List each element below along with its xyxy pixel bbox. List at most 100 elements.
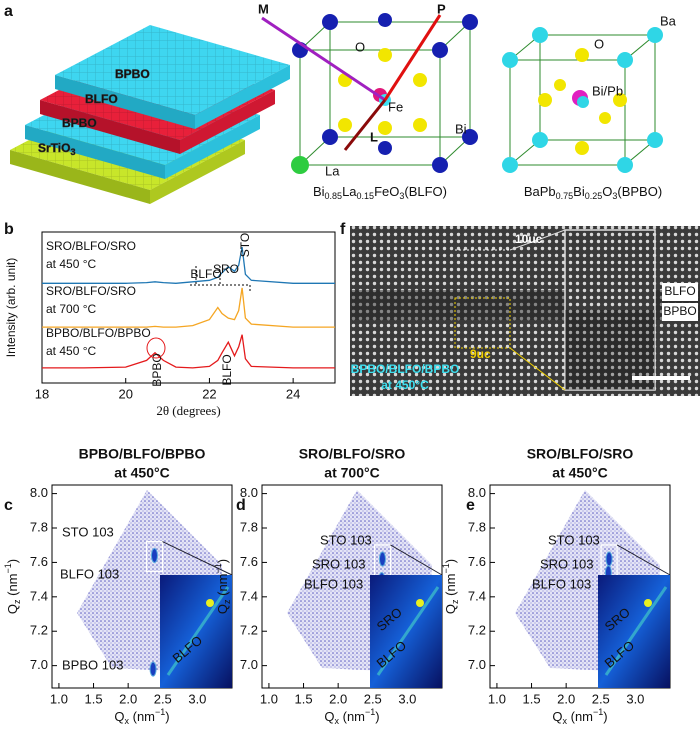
inset-streak <box>376 586 440 676</box>
atom-label: O <box>355 39 365 54</box>
series-condition: at 450 °C <box>46 257 96 271</box>
x-tick-label: 3.0 <box>188 691 206 706</box>
peak-label: STO 103 <box>62 524 114 539</box>
zoom-line <box>162 541 233 576</box>
axis-label-part: (nm <box>215 573 230 599</box>
bpbo-formula: BaPb0.75Bi0.25O3(BPBO) <box>524 184 662 201</box>
y-tick-label: 7.4 <box>30 588 48 603</box>
atom-label: La <box>325 163 340 178</box>
blfo-atoms <box>261 13 478 174</box>
layer-label: BLFO <box>85 92 118 106</box>
axis-label-part: z <box>222 599 232 604</box>
y-tick-label: 7.6 <box>30 554 48 569</box>
y-tick-label: 7.0 <box>468 657 486 672</box>
axis-label-part: −1 <box>441 563 451 573</box>
y-tick-label: 7.2 <box>468 623 486 638</box>
axis-label-part: −1 <box>365 707 375 717</box>
axis-label-part: ) <box>603 709 607 724</box>
layer-bpbo <box>55 25 290 129</box>
axis-label: Qz (nm−1) <box>3 559 22 614</box>
x-tick-label: 2.0 <box>329 691 347 706</box>
layer-label: BPBO <box>115 67 150 81</box>
axis-label-part: Q <box>324 709 334 724</box>
peak-label: SRO 103 <box>540 556 593 571</box>
axis-label-part: −1 <box>593 707 603 717</box>
peak-label: BLFO 103 <box>60 566 119 581</box>
x-tick-label: 1.5 <box>294 691 312 706</box>
formula-part: FeO <box>374 184 399 199</box>
tem-label: 9uc <box>470 347 491 361</box>
axis-label-part: Q <box>114 709 124 724</box>
axis-label-part: z <box>12 599 22 604</box>
axis-label-part: ) <box>5 559 20 563</box>
layer-labels: BPBO BLFO BPBO SrTiO3 <box>38 67 150 158</box>
x-axis-label: 2θ (degrees) <box>156 403 220 418</box>
series-condition: at 700 °C <box>46 302 96 316</box>
y-tick-label: 7.2 <box>240 623 258 638</box>
y-axis-label: Intensity (arb. unit) <box>4 258 18 357</box>
tem-sample: at 450°C <box>381 378 429 392</box>
inset-peak <box>416 599 424 607</box>
axis-label-part: −1 <box>155 707 165 717</box>
zoom-line <box>616 544 671 576</box>
inset-peak <box>644 599 652 607</box>
formula-sub: 0.75 <box>556 191 574 201</box>
layer-stack <box>10 25 290 204</box>
series-name: BPBO/BLFO/BPBO <box>46 326 151 340</box>
axis-label: Qz (nm−1) <box>213 559 232 614</box>
x-tick-label: 1.5 <box>522 691 540 706</box>
layer-label: SrTiO3 <box>38 141 75 157</box>
axis-label-part: x <box>563 716 568 726</box>
axis-label-part: −1 <box>213 563 223 573</box>
atom-label: Ba <box>660 13 677 28</box>
peak-label: STO 103 <box>548 532 600 547</box>
y-tick-label: 7.8 <box>468 519 486 534</box>
panel-title: SRO/BLFO/SRO <box>299 446 406 462</box>
axis-label-part: ) <box>443 559 458 563</box>
panel-label: d <box>236 497 246 514</box>
panel-title: at 700°C <box>324 465 379 481</box>
formula-part: (BLFO) <box>404 184 447 199</box>
y-tick-label: 7.4 <box>468 588 486 603</box>
axis-label: Qz (nm−1) <box>441 559 460 614</box>
axis-label: Qx (nm−1) <box>324 707 379 726</box>
inset-streak <box>604 586 668 676</box>
formula-part: (BPBO) <box>617 184 662 199</box>
tem-sample: BPBO/BLFO/BPBO <box>351 362 460 376</box>
formula-sub: 3 <box>399 191 404 201</box>
formula-part: Bi <box>573 184 585 199</box>
x-tick-label: 2.0 <box>119 691 137 706</box>
tem-image <box>350 226 700 396</box>
layer-label: BPBO <box>62 116 97 130</box>
axis-label-part: x <box>125 716 130 726</box>
x-tick-label: 2.5 <box>364 691 382 706</box>
panel-label: c <box>4 497 13 514</box>
xrd-curve <box>42 334 335 369</box>
axis-label: Qx (nm−1) <box>114 707 169 726</box>
x-tick-label: 2.0 <box>557 691 575 706</box>
tem-label: BLFO <box>664 284 695 298</box>
formula-sub: 0.85 <box>325 191 343 201</box>
atom-label: O <box>594 36 604 51</box>
y-tick-label: 7.6 <box>468 554 486 569</box>
blfo-atom-labels: M P O Fe L Bi La <box>258 1 467 178</box>
axis-label-part: −1 <box>3 563 13 573</box>
y-tick-label: 7.0 <box>240 657 258 672</box>
panel-title: SRO/BLFO/SRO <box>527 446 634 462</box>
bpbo-atoms <box>502 27 663 173</box>
axis-label-part: Q <box>5 604 20 614</box>
atom-label: Bi <box>455 121 467 136</box>
x-tick-label: 1.0 <box>260 691 278 706</box>
axis-label-part: z <box>450 599 460 604</box>
axis-label-part: (nm <box>129 709 155 724</box>
atom-label: P <box>437 1 446 16</box>
x-tick-label: 1.5 <box>84 691 102 706</box>
panel-title: at 450°C <box>552 465 607 481</box>
series-name: SRO/BLFO/SRO <box>46 284 136 298</box>
peak-label: STO 103 <box>320 532 372 547</box>
annotation-arrow <box>190 265 251 293</box>
x-tick-label: 1.0 <box>50 691 68 706</box>
panel-label: a <box>4 3 13 20</box>
panel-label: e <box>466 497 475 514</box>
